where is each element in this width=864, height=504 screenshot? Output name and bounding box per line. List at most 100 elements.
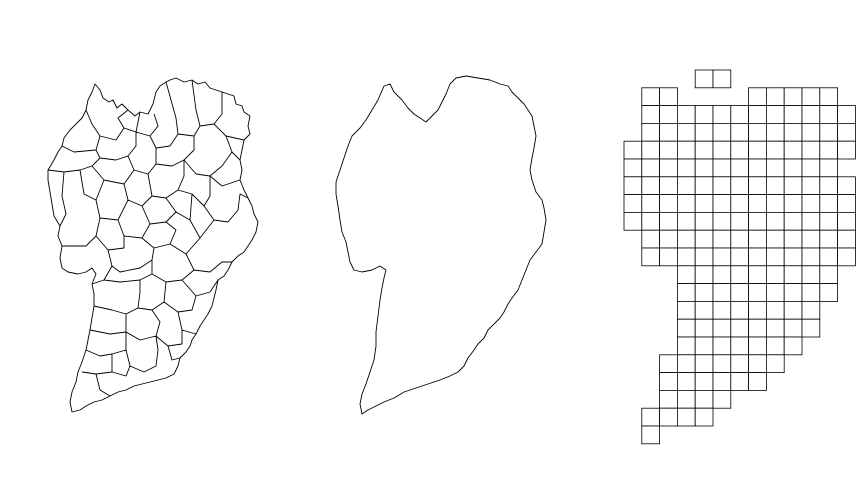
grid-cell — [819, 265, 838, 284]
grid-cell — [730, 158, 749, 178]
grid-cell — [748, 123, 767, 142]
grid-cell — [819, 158, 838, 178]
grid-cell — [783, 158, 803, 178]
grid-cell — [766, 158, 785, 178]
grid-cell — [659, 211, 678, 231]
grid-cell — [837, 140, 856, 160]
grid-cell — [694, 336, 714, 356]
grid-cell — [766, 336, 785, 356]
grid-cell — [694, 354, 714, 373]
grid-cell — [730, 140, 749, 160]
grid-cell — [783, 194, 803, 213]
grid-cell — [748, 318, 767, 338]
grid-cell — [766, 123, 785, 142]
grid-cell — [801, 158, 821, 178]
grid-cell — [641, 425, 660, 445]
grid-cell — [641, 247, 660, 267]
grid-cell — [748, 283, 767, 302]
grid-cell — [694, 265, 714, 284]
grid-cell — [783, 300, 803, 320]
grid-cell — [801, 247, 821, 267]
grid-cell — [694, 211, 714, 231]
grid-cell — [819, 87, 838, 107]
grid-cell — [801, 283, 821, 302]
grid-cell — [659, 407, 678, 427]
grid-cell — [748, 176, 767, 196]
grid-cell — [783, 265, 803, 284]
grid-cell — [730, 300, 749, 320]
grid-cell — [659, 158, 678, 178]
grid-cell — [712, 211, 732, 231]
grid-cell — [783, 105, 803, 124]
grid-cell — [837, 105, 856, 124]
grid-cell — [712, 229, 732, 249]
grid-cell — [730, 194, 749, 213]
grid-cell — [677, 229, 696, 249]
grid-cell — [641, 105, 660, 124]
grid-cell — [712, 140, 732, 160]
grid-cells-map — [623, 69, 856, 445]
grid-cell — [659, 123, 678, 142]
grid-cell — [730, 336, 749, 356]
grid-cell — [837, 229, 856, 249]
grid-cell — [783, 229, 803, 249]
grid-cell — [712, 194, 732, 213]
grid-cell — [783, 176, 803, 196]
grid-cell — [730, 123, 749, 142]
grid-cell — [748, 229, 767, 249]
grid-cell — [694, 407, 714, 427]
grid-cell — [659, 176, 678, 196]
grid-cell — [641, 123, 660, 142]
grid-cell — [694, 318, 714, 338]
districts-map — [47, 77, 259, 413]
grid-cell — [694, 158, 714, 178]
grid-cell — [641, 176, 660, 196]
grid-cell — [659, 140, 678, 160]
grid-cell — [783, 318, 803, 338]
grid-cell — [623, 211, 643, 231]
grid-cell — [801, 211, 821, 231]
grid-cell — [659, 229, 678, 249]
grid-cell — [819, 123, 838, 142]
grid-cell — [694, 69, 714, 89]
grid-cell — [677, 194, 696, 213]
grid-cell — [623, 158, 643, 178]
grid-cell — [801, 300, 821, 320]
grid-cell — [748, 354, 767, 373]
grid-cell — [623, 194, 643, 213]
grid-cell — [766, 211, 785, 231]
grid-cell — [819, 211, 838, 231]
grid-cell — [677, 389, 696, 409]
grid-cell — [837, 247, 856, 267]
grid-cell — [659, 247, 678, 267]
grid-cell — [748, 300, 767, 320]
grid-cell — [641, 158, 660, 178]
grid-cell — [694, 283, 714, 302]
grid-cell — [748, 336, 767, 356]
grid-cell — [677, 265, 696, 284]
grid-cell — [694, 229, 714, 249]
grid-cell — [748, 105, 767, 124]
grid-cell — [712, 123, 732, 142]
grid-cell — [712, 354, 732, 373]
grid-cell — [677, 123, 696, 142]
grid-cell — [837, 211, 856, 231]
grid-cell — [641, 211, 660, 231]
grid-cell — [712, 247, 732, 267]
grid-cell — [801, 318, 821, 338]
grid-cell — [677, 105, 696, 124]
grid-cell — [748, 87, 767, 107]
grid-cell — [766, 300, 785, 320]
city-boundary — [335, 75, 547, 415]
grid-cell — [694, 389, 714, 409]
city-outline-map — [335, 75, 547, 415]
grid-cell — [712, 105, 732, 124]
grid-cell — [748, 372, 767, 391]
grid-cell — [677, 158, 696, 178]
grid-cell — [801, 194, 821, 213]
grid-cell — [659, 354, 678, 373]
grid-cell — [641, 407, 660, 427]
grid-cell — [730, 265, 749, 284]
grid-cell — [730, 247, 749, 267]
